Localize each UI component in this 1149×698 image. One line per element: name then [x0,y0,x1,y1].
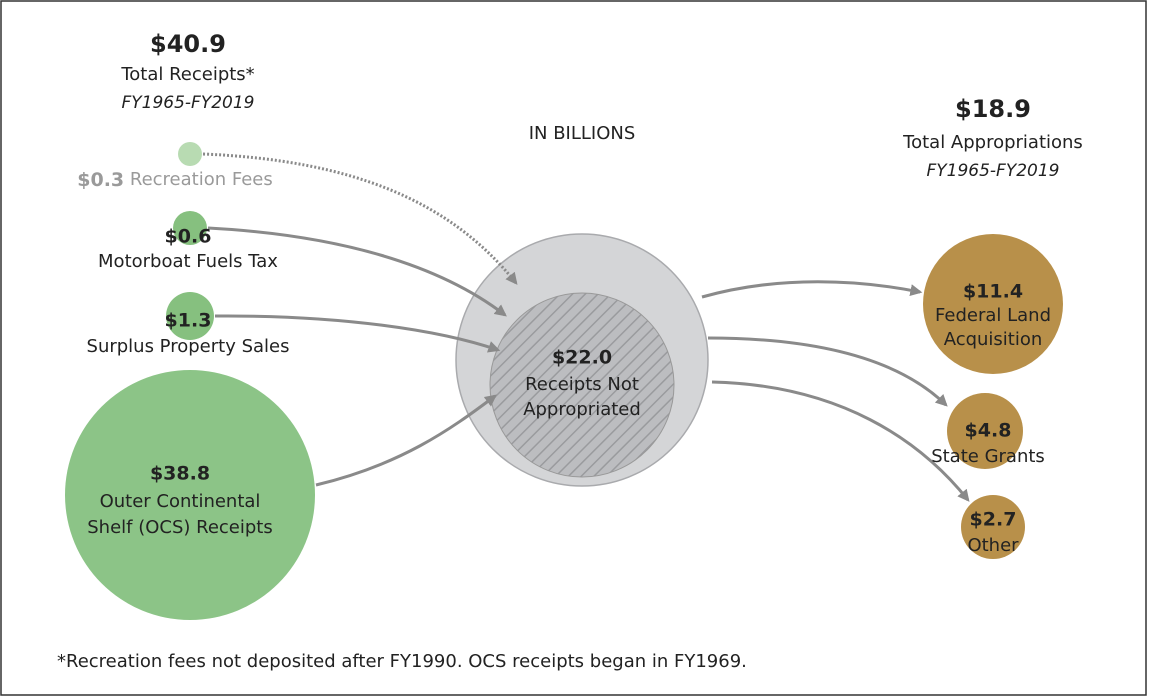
flow-arrow [214,314,501,353]
period: FY1965-FY2019 [927,161,1060,181]
source-circle [65,370,315,620]
total-amount: $18.9 [955,95,1031,123]
unappropriated-circle [489,292,675,478]
use-circle [947,393,1023,469]
flow-arrow [315,394,497,487]
use-name: State Grants [931,446,1045,467]
source-amount: $1.3 [165,310,212,332]
source-amount: $38.8 [150,463,210,485]
source-label: $0.3 Recreation Fees [77,169,273,191]
flow-arrow [207,226,507,317]
center-amount: $22.0 [552,347,612,369]
center-label: Receipts Not [525,374,639,395]
flow-arrow [701,280,923,299]
flow-arrow [711,380,970,502]
source-amount: $0.3 [77,169,124,191]
source-amount: $0.6 [165,226,212,248]
use-amount: $11.4 [963,281,1023,303]
source-name: Motorboat Fuels Tax [98,251,278,272]
use-circle [961,495,1025,559]
use-name: Acquisition [944,329,1043,350]
footnote: *Recreation fees not deposited after FY1… [57,651,747,672]
use-amount: $2.7 [970,509,1017,531]
source-name: Surplus Property Sales [87,336,290,357]
unit-note: IN BILLIONS [529,123,636,144]
total-label: Total Receipts* [120,64,254,85]
period: FY1965-FY2019 [122,93,255,113]
source-circle [166,292,214,340]
use-name: Federal Land [935,305,1051,326]
flow-arrow [707,336,948,407]
total-label: Total Appropriations [902,132,1083,153]
source-name: Shelf (OCS) Receipts [87,517,273,538]
total-amount: $40.9 [150,30,226,58]
use-amount: $4.8 [965,420,1012,442]
center-label: Appropriated [523,399,641,420]
source-name: Recreation Fees [130,169,273,190]
flow-arrow [202,152,518,285]
source-circle [173,211,207,245]
source-name: Outer Continental [100,491,261,512]
source-circle [178,142,202,166]
use-name: Other [967,535,1019,556]
use-circle [923,234,1063,374]
